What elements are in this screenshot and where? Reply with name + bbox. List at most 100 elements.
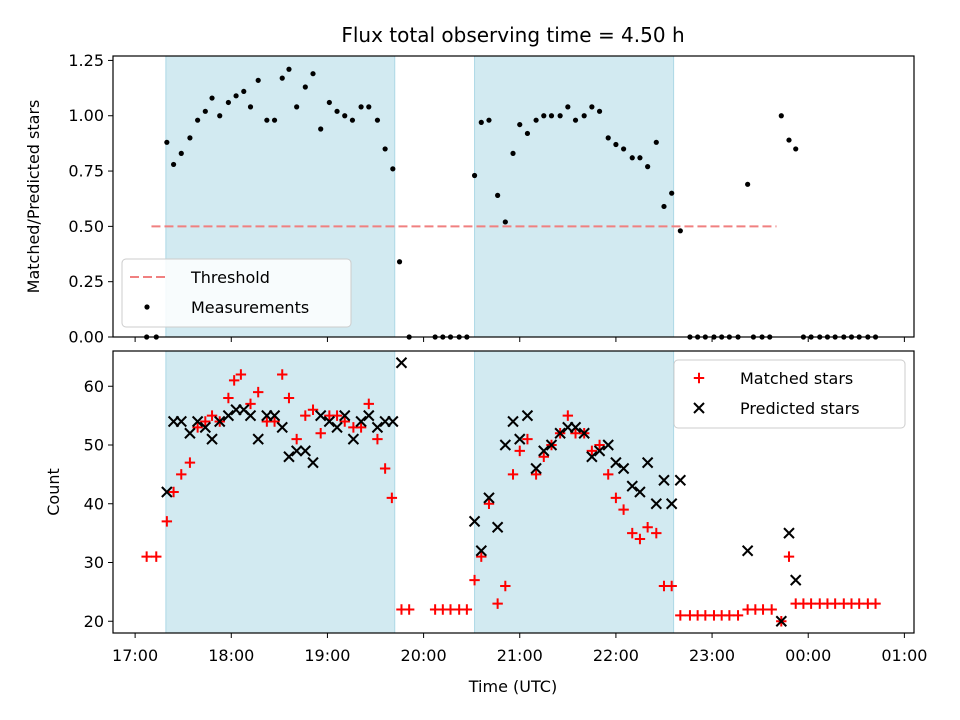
matched-star-point: [766, 604, 777, 615]
measurement-point: [502, 219, 508, 225]
predicted-star-point: [634, 486, 646, 498]
y-tick-label: 20: [84, 612, 104, 631]
measurement-point: [745, 181, 751, 187]
predicted-star-point: [499, 439, 512, 451]
measurement-point: [645, 164, 651, 170]
measurement-point: [310, 71, 316, 77]
predicted-star-point: [530, 462, 542, 475]
matched-star-point: [355, 422, 367, 433]
matched-star-point: [666, 580, 677, 592]
measurement-point: [195, 117, 201, 123]
measurement-point: [533, 117, 539, 123]
matched-star-point: [651, 527, 662, 539]
predicted-star-point: [387, 415, 399, 428]
predicted-star-point: [674, 474, 687, 486]
predicted-star-point: [545, 439, 558, 451]
measurement-point: [793, 146, 799, 152]
predicted-star-point: [161, 486, 173, 498]
predicted-star-point: [475, 545, 487, 557]
matched-star-point: [634, 533, 646, 545]
ratio-panel: 0.00 0.25 0.50 0.75 1.00 1.25 Matched/Predicte…: [24, 51, 915, 347]
matched-star-point: [586, 445, 598, 457]
predicted-star-point: [339, 409, 351, 422]
matched-star-point: [476, 551, 487, 562]
x-tick-label: 00:00: [785, 646, 831, 665]
count-panel: 20 30 40 50 60 17:00 18:00 19:00 20:00 21:00 22:00…: [44, 350, 927, 665]
measurement-point: [517, 121, 523, 128]
measurement-point: [572, 117, 579, 123]
x-tick-label: 18:00: [208, 646, 254, 665]
predicted-star-point: [214, 415, 226, 428]
y-tick-label: 0.00: [68, 328, 104, 347]
predicted-star-point: [395, 357, 408, 369]
matched-star-point: [300, 410, 311, 421]
predicted-star-point: [790, 574, 802, 586]
matched-star-point: [783, 551, 795, 562]
measurement-point: [187, 135, 193, 141]
predicted-star-point: [569, 421, 582, 434]
legend-matched-swatch: [693, 372, 705, 384]
predicted-star-point: [586, 451, 598, 463]
measurement-point: [202, 108, 208, 114]
measurement-point: [264, 117, 270, 123]
measurement-point: [524, 130, 531, 137]
predicted-star-point: [658, 474, 670, 486]
x-tick-label: 17:00: [112, 646, 158, 665]
x-tick-label: 22:00: [593, 646, 639, 665]
legend-item: Matched stars: [693, 369, 853, 388]
x-tick-label: 01:00: [881, 646, 927, 665]
y-tick-label: 0.25: [68, 272, 104, 291]
matched-star-point: [141, 551, 152, 562]
matched-star-point: [307, 404, 319, 415]
matched-star-point: [339, 416, 350, 427]
measurement-point: [326, 99, 332, 106]
measurement-point: [629, 155, 635, 161]
predicted-star-point: [602, 439, 614, 451]
measurement-point: [374, 117, 381, 123]
measurement-point: [778, 113, 784, 119]
x-tick-label: 20:00: [401, 646, 447, 665]
matched-star-point: [538, 451, 549, 462]
x-tick-label: 19:00: [304, 646, 350, 665]
predicted-star-point: [363, 409, 375, 422]
matched-star-point: [379, 463, 391, 474]
predicted-star-point: [355, 415, 367, 428]
measurement-point: [661, 203, 667, 210]
observing-window: [474, 55, 675, 338]
measurement-point: [209, 95, 215, 101]
axes-frame: [112, 350, 915, 634]
matched-star-point: [206, 410, 218, 421]
predicted-star-point: [276, 421, 288, 434]
measurement-point: [217, 113, 223, 119]
measurement-point: [653, 139, 659, 145]
measurement-point: [286, 66, 292, 72]
predicted-star-point: [626, 480, 638, 492]
chart-title: Flux total observing time = 4.50 h: [341, 23, 684, 47]
legend-item: Measurements: [144, 298, 309, 317]
measurement-point: [637, 155, 643, 161]
measurement-point: [255, 77, 261, 83]
legend-item: Predicted stars: [693, 399, 860, 418]
predicted-star-point: [538, 445, 550, 457]
measurement-point: [495, 192, 501, 198]
matched-star-point: [277, 369, 288, 380]
measurement-point: [279, 75, 285, 81]
measurement-point: [366, 104, 372, 110]
predicted-star-point: [665, 498, 678, 510]
matched-star-point: [507, 469, 519, 480]
legend-measurement-swatch: [144, 304, 150, 310]
y-tick-label: 0.75: [68, 162, 104, 181]
matched-star-point: [269, 416, 280, 427]
predicted-star-point: [554, 427, 566, 439]
measurement-point: [605, 135, 611, 141]
matched-star-point: [530, 469, 542, 480]
predicted-star-point: [314, 409, 327, 422]
legend-label: Threshold: [190, 268, 270, 287]
matched-star-point: [315, 428, 326, 439]
predicted-star-point: [191, 415, 204, 428]
matched-star-point: [372, 433, 383, 445]
predicted-star-point: [491, 521, 504, 533]
matched-star-point: [732, 610, 744, 621]
matched-star-point: [176, 469, 187, 480]
matched-star-point: [223, 392, 234, 404]
